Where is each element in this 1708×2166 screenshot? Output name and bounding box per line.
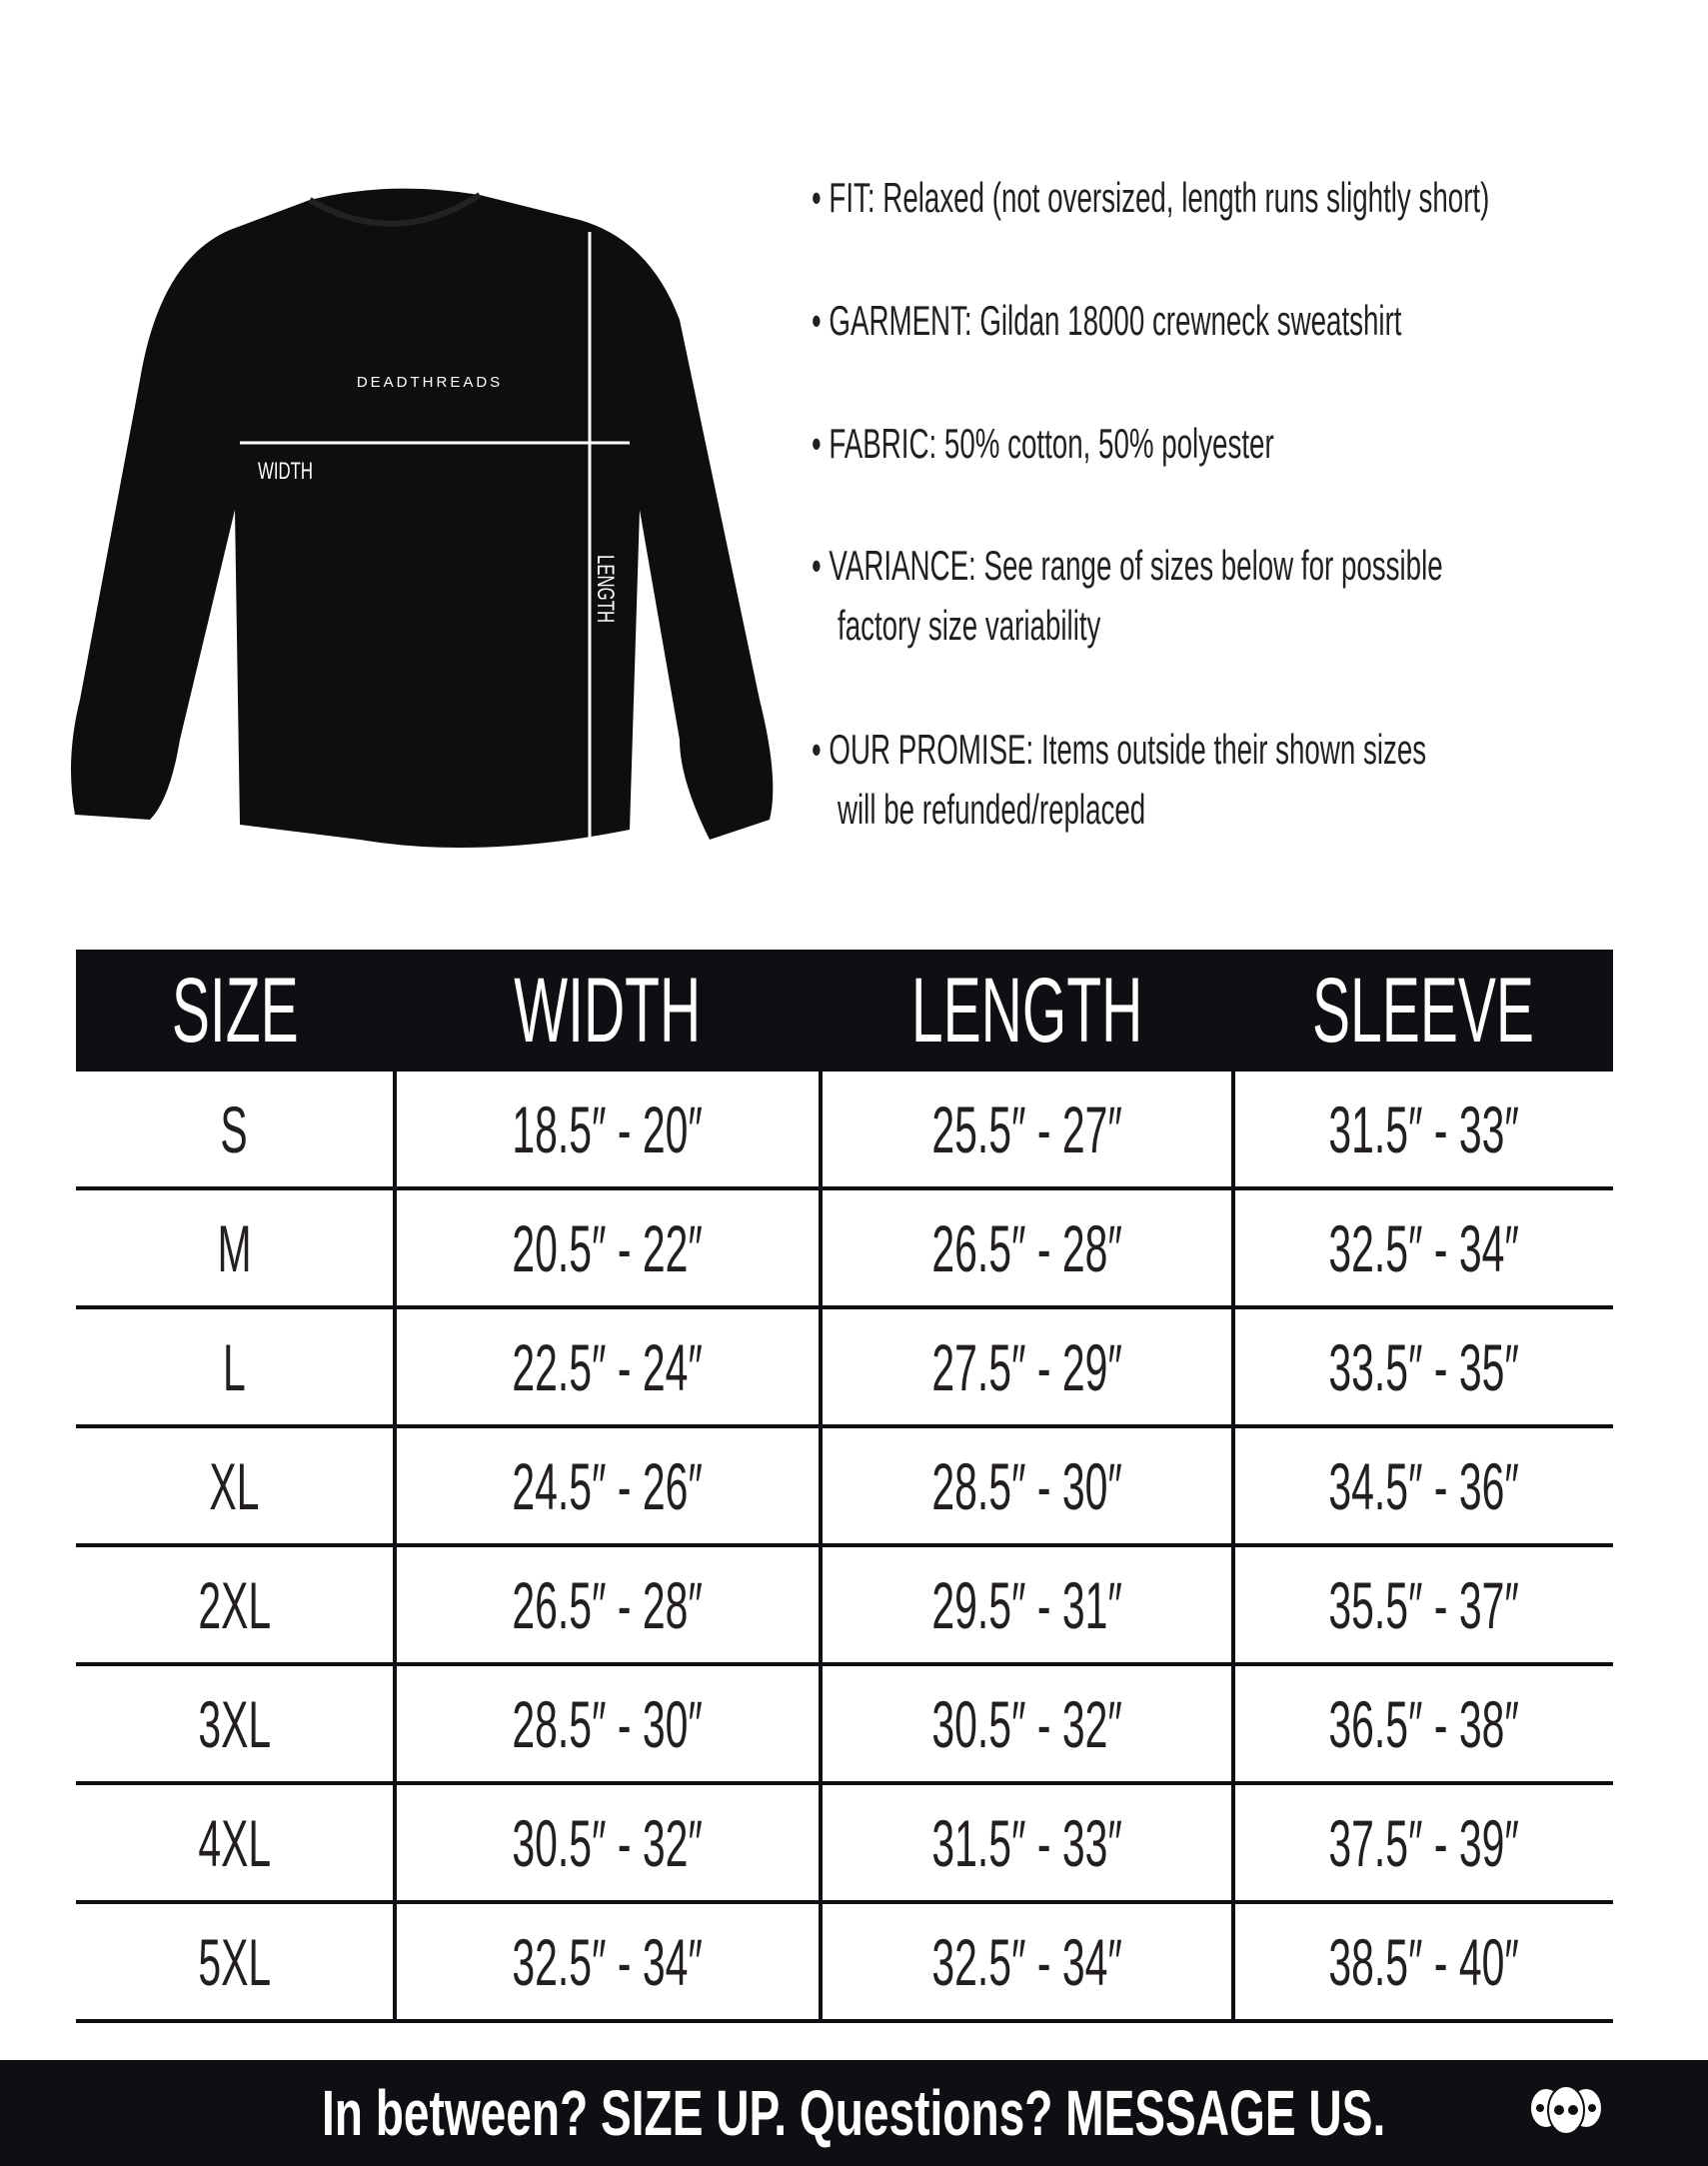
cell-length: 26.5″ - 28″: [819, 1188, 1233, 1309]
cell-size: L: [76, 1307, 395, 1428]
size-chart-table: SIZE WIDTH LENGTH SLEEVE S 18.5″ - 20″ 25.…: [76, 950, 1613, 2023]
width-label: WIDTH: [258, 458, 313, 485]
footer-text: In between? SIZE UP. Questions? MESSAGE …: [322, 2077, 1386, 2149]
table-row: M 20.5″ - 22″ 26.5″ - 28″ 32.5″ - 34″: [76, 1188, 1613, 1309]
cell-width: 18.5″ - 20″: [393, 1072, 821, 1190]
cell-length: 28.5″ - 30″: [819, 1426, 1233, 1547]
detail-fabric: • FABRIC: 50% cotton, 50% polyester: [812, 420, 1274, 467]
detail-fit: • FIT: Relaxed (not oversized, length ru…: [812, 174, 1490, 221]
table-row: L 22.5″ - 24″ 27.5″ - 29″ 33.5″ - 35″: [76, 1307, 1613, 1428]
table-row: 4XL 30.5″ - 32″ 31.5″ - 33″ 37.5″ - 39″: [76, 1783, 1613, 1904]
header-sleeve: SLEEVE: [1233, 950, 1613, 1072]
table-row: 5XL 32.5″ - 34″ 32.5″ - 34″ 38.5″ - 40″: [76, 1902, 1613, 2023]
table-row: XL 24.5″ - 26″ 28.5″ - 30″ 34.5″ - 36″: [76, 1426, 1613, 1547]
cell-length: 32.5″ - 34″: [819, 1902, 1233, 2023]
cell-sleeve: 34.5″ - 36″: [1231, 1426, 1613, 1547]
cell-size: 3XL: [76, 1664, 395, 1785]
cell-size: XL: [76, 1426, 395, 1547]
cell-size: S: [76, 1072, 395, 1190]
cell-length: 25.5″ - 27″: [819, 1072, 1233, 1190]
detail-promise: • OUR PROMISE: Items outside their shown…: [812, 726, 1427, 833]
header-width: WIDTH: [395, 950, 821, 1072]
header-size: SIZE: [76, 950, 395, 1072]
sweatshirt-image: [71, 188, 774, 849]
brand-text: DEADTHREADS: [357, 374, 503, 391]
cell-sleeve: 36.5″ - 38″: [1231, 1664, 1613, 1785]
cell-size: 2XL: [76, 1545, 395, 1666]
cell-width: 28.5″ - 30″: [393, 1664, 821, 1785]
cell-width: 20.5″ - 22″: [393, 1188, 821, 1309]
cell-sleeve: 38.5″ - 40″: [1231, 1902, 1613, 2023]
cell-width: 26.5″ - 28″: [393, 1545, 821, 1666]
table-header-row: SIZE WIDTH LENGTH SLEEVE: [76, 950, 1613, 1072]
sweatshirt-measurement-diagram: DEADTHREADS WIDTH LENGTH: [71, 188, 774, 849]
three-skulls-icon: [1529, 2085, 1603, 2135]
detail-variance: • VARIANCE: See range of sizes below for…: [812, 542, 1443, 649]
length-label: LENGTH: [592, 555, 619, 623]
table-row: 2XL 26.5″ - 28″ 29.5″ - 31″ 35.5″ - 37″: [76, 1545, 1613, 1666]
cell-length: 31.5″ - 33″: [819, 1783, 1233, 1904]
cell-length: 30.5″ - 32″: [819, 1664, 1233, 1785]
table-row: 3XL 28.5″ - 30″ 30.5″ - 32″ 36.5″ - 38″: [76, 1664, 1613, 1785]
cell-width: 30.5″ - 32″: [393, 1783, 821, 1904]
table-row: S 18.5″ - 20″ 25.5″ - 27″ 31.5″ - 33″: [76, 1072, 1613, 1190]
cell-size: 4XL: [76, 1783, 395, 1904]
cell-sleeve: 32.5″ - 34″: [1231, 1188, 1613, 1309]
cell-width: 24.5″ - 26″: [393, 1426, 821, 1547]
cell-width: 22.5″ - 24″: [393, 1307, 821, 1428]
cell-width: 32.5″ - 34″: [393, 1902, 821, 2023]
cell-size: M: [76, 1188, 395, 1309]
cell-size: 5XL: [76, 1902, 395, 2023]
cell-sleeve: 35.5″ - 37″: [1231, 1545, 1613, 1666]
header-length: LENGTH: [821, 950, 1233, 1072]
cell-length: 27.5″ - 29″: [819, 1307, 1233, 1428]
cell-sleeve: 37.5″ - 39″: [1231, 1783, 1613, 1904]
cell-sleeve: 33.5″ - 35″: [1231, 1307, 1613, 1428]
cell-sleeve: 31.5″ - 33″: [1231, 1072, 1613, 1190]
footer-banner: In between? SIZE UP. Questions? MESSAGE …: [0, 2060, 1708, 2166]
cell-length: 29.5″ - 31″: [819, 1545, 1233, 1666]
detail-garment: • GARMENT: Gildan 18000 crewneck sweatsh…: [812, 297, 1402, 344]
